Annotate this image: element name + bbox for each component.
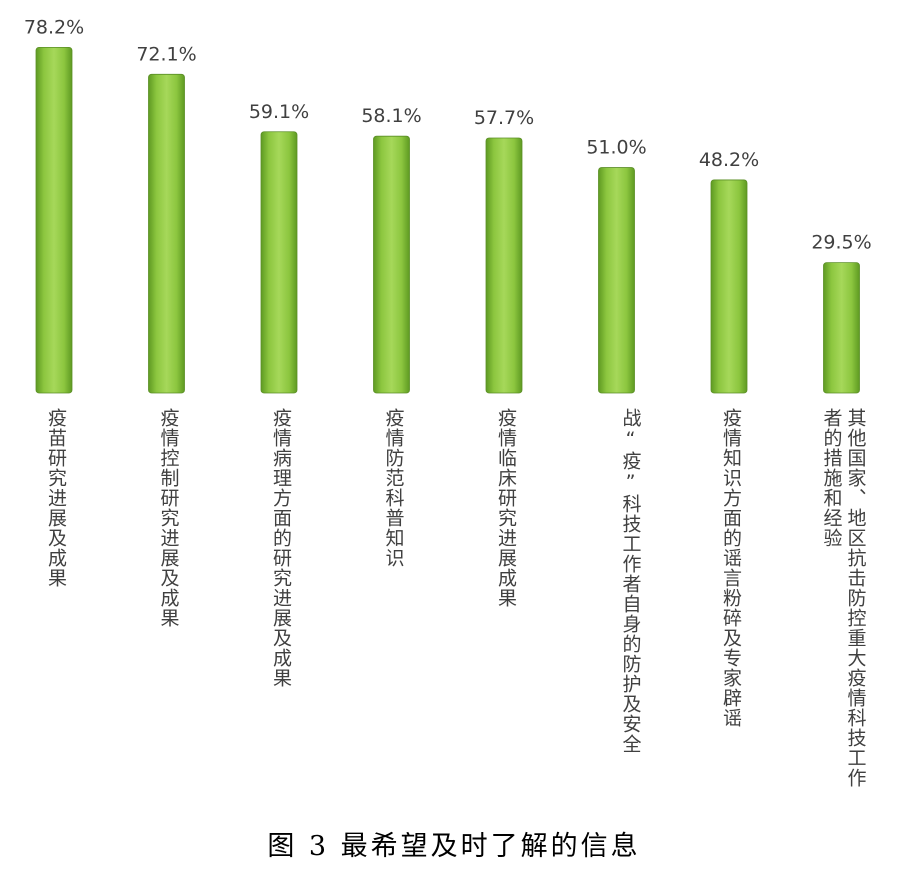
bar-chart: 78.2% 72.1% 59.1% 58.1% 57.7% 51.0% 48.2% 29.5% [24, 16, 872, 394]
bar-1 [35, 46, 73, 394]
data-label-8: 29.5% [811, 232, 871, 254]
data-label-2: 72.1% [136, 43, 196, 65]
bar-5 [485, 137, 523, 394]
bar-2 [148, 73, 185, 394]
bar-6 [598, 167, 635, 394]
data-label-3: 59.1% [249, 101, 309, 123]
category-label-1: 疫苗研究进展及成果 [45, 408, 67, 588]
category-label-8: 其他国家、地区抗击防控重大疫情科技工作者的措施和经验 [820, 408, 867, 788]
category-label-2: 疫情控制研究进展及成果 [157, 408, 180, 628]
category-label-5: 疫情临床研究进展成果 [495, 408, 517, 608]
data-label-4: 58.1% [361, 105, 421, 127]
category-label-7: 疫情知识方面的谣言粉碎及专家辟谣 [720, 408, 742, 728]
bar-8 [823, 262, 860, 394]
category-label-4: 疫情防范科普知识 [382, 408, 405, 568]
figure-caption: 图 3 最希望及时了解的信息 [267, 831, 641, 862]
bar-4 [373, 135, 410, 394]
data-label-1: 78.2% [24, 16, 84, 38]
data-label-7: 48.2% [699, 149, 759, 171]
bar-3 [260, 131, 298, 394]
category-label-6: 战“疫”科技工作者自身的防护及安全 [619, 408, 642, 754]
data-label-5: 57.7% [474, 107, 534, 129]
bar-7 [710, 179, 748, 394]
data-label-6: 51.0% [586, 137, 646, 159]
category-label-3: 疫情病理方面的研究进展及成果 [270, 408, 292, 688]
